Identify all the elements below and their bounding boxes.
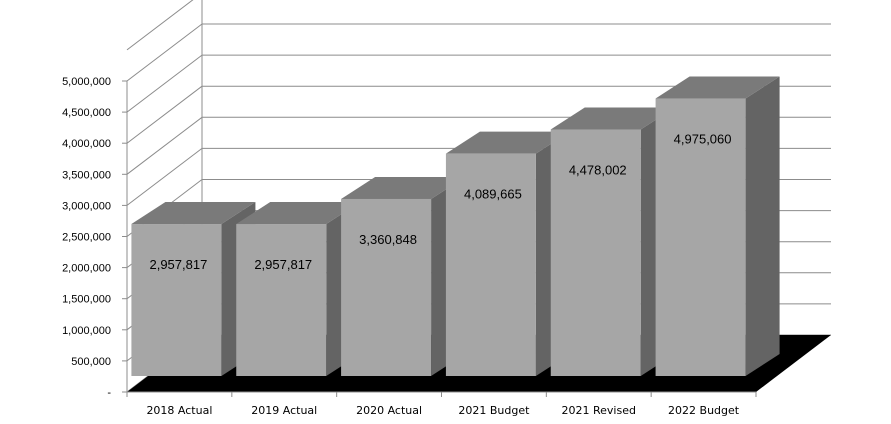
x-category-label: 2020 Actual <box>356 404 422 417</box>
y-tick-label: 500,000 <box>71 356 111 368</box>
y-tick-label: 3,000,000 <box>62 200 111 212</box>
bar-top <box>655 76 780 99</box>
bar-top <box>550 107 675 130</box>
bar-data-label: 4,975,060 <box>674 132 732 147</box>
x-category-label: 2019 Actual <box>251 404 317 417</box>
y-tick-label: 1,500,000 <box>62 294 111 306</box>
y-tick-label: 2,500,000 <box>62 232 111 244</box>
bar-top <box>236 202 361 225</box>
y-axis-tick-labels: - 500,000 1,000,000 1,500,000 2,000,000 2,500… <box>62 76 111 399</box>
bar-data-label: 4,478,002 <box>569 162 627 177</box>
bars: 2,957,817 2,957,817 3,360,848 4,089,665 4,47… <box>131 76 780 377</box>
gridline-diagonal <box>126 54 203 113</box>
y-tick-label: 1,000,000 <box>62 325 111 337</box>
gridline-diagonal <box>126 116 203 175</box>
bar-front <box>341 198 432 376</box>
gridline-diagonal <box>126 148 203 206</box>
bar-front <box>236 224 327 376</box>
bar-top <box>341 176 466 199</box>
bar-data-label: 2,957,817 <box>149 257 207 272</box>
bar-side <box>745 76 780 376</box>
y-tick-label: 4,500,000 <box>62 107 111 119</box>
gridline-diagonal <box>126 85 203 144</box>
x-category-label: 2021 Budget <box>458 404 530 417</box>
bar-data-label: 2,957,817 <box>254 257 312 272</box>
y-tick-label: 4,000,000 <box>62 138 111 150</box>
y-tick-label: 5,000,000 <box>62 76 111 88</box>
x-category-label: 2022 Budget <box>668 404 740 417</box>
y-tick-label: 3,500,000 <box>62 169 111 181</box>
bar-front <box>445 153 536 376</box>
bar-front <box>655 98 746 376</box>
bar-data-label: 4,089,665 <box>464 187 522 202</box>
gridline-diagonal <box>126 23 203 82</box>
gridline-diagonal <box>126 0 194 51</box>
x-axis-category-labels: 2018 Actual 2019 Actual 2020 Actual 2021 Bu… <box>146 404 739 417</box>
bar: 4,975,060 <box>655 76 780 376</box>
bar-data-label: 3,360,848 <box>359 232 417 247</box>
x-category-label: 2021 Revised <box>562 404 636 417</box>
y-tick-label: - <box>107 387 111 399</box>
x-category-label: 2018 Actual <box>146 404 212 417</box>
bar-front <box>550 129 641 376</box>
bar-top <box>131 202 256 225</box>
y-tick-label: 2,000,000 <box>62 263 111 275</box>
bar-top <box>445 131 570 154</box>
bar-front <box>131 224 222 376</box>
